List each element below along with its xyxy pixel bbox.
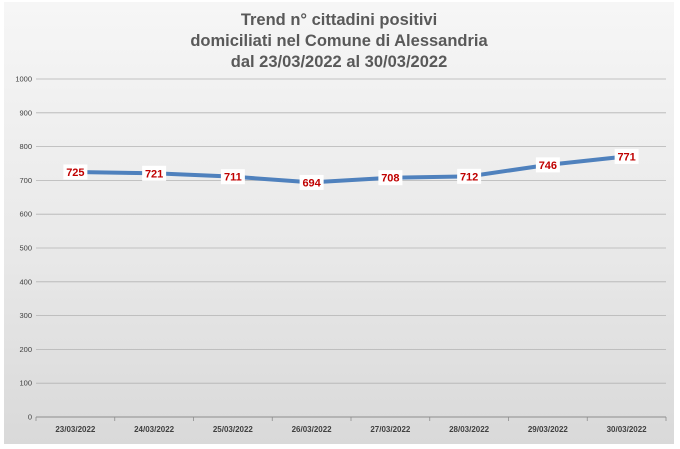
x-tick-label-3: 26/03/2022 [292, 425, 333, 434]
y-tick-label-500: 500 [19, 244, 32, 253]
y-tick-label-600: 600 [19, 210, 32, 219]
data-label-0: 725 [66, 167, 84, 179]
y-tick-label-0: 0 [28, 413, 32, 422]
data-label-box-2 [220, 169, 245, 185]
line-chart: 0 100 200 300 400 500 600 700 800 900 1000 23/03/20… [15, 75, 667, 434]
x-tick-label-1: 24/03/2022 [134, 425, 175, 434]
y-tick-label-400: 400 [19, 277, 32, 286]
chart-title-line-3: dal 23/03/2022 al 30/03/2022 [230, 53, 448, 71]
data-label-box-3 [299, 174, 324, 190]
data-label-box-0 [63, 164, 88, 180]
y-tick-label-800: 800 [19, 142, 32, 151]
chart-title-line-2: domiciliati nel Comune di Alessandria [190, 32, 488, 50]
x-tick-label-6: 29/03/2022 [528, 425, 569, 434]
data-label-7: 771 [617, 151, 635, 163]
y-tick-label-200: 200 [19, 345, 32, 354]
data-label-4: 708 [381, 173, 399, 185]
data-label-2: 711 [224, 172, 242, 184]
x-tick-label-7: 30/03/2022 [607, 425, 648, 434]
data-label-6: 746 [539, 160, 557, 172]
chart-title-line-1: Trend n° cittadini positivi [240, 11, 438, 29]
data-label-box-7 [614, 148, 639, 164]
y-tick-label-700: 700 [19, 176, 32, 185]
y-tick-label-900: 900 [19, 108, 32, 117]
y-tick-label-300: 300 [19, 311, 32, 320]
x-tick-label-4: 27/03/2022 [370, 425, 411, 434]
chart-area: Trend n° cittadini positivi domiciliati … [4, 2, 674, 444]
data-label-box-1 [142, 165, 167, 181]
x-tick-label-5: 28/03/2022 [449, 425, 490, 434]
data-label-5: 712 [460, 171, 478, 183]
data-label-box-5 [457, 168, 482, 184]
data-label-1: 721 [145, 168, 163, 180]
chart-title: Trend n° cittadini positivi domiciliati … [4, 10, 674, 73]
series-line-0 [73, 154, 629, 185]
data-label-3: 694 [302, 177, 321, 189]
x-tick-label-0: 23/03/2022 [55, 425, 96, 434]
x-tick-label-2: 25/03/2022 [213, 425, 254, 434]
y-tick-label-1000: 1000 [15, 75, 32, 84]
y-tick-label-100: 100 [19, 379, 32, 388]
data-label-box-4 [378, 170, 403, 186]
data-label-box-6 [535, 157, 560, 173]
